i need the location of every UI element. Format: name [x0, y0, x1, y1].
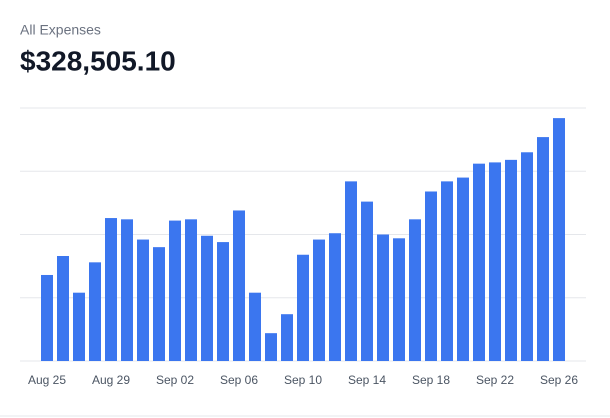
bar [281, 314, 293, 361]
bar [89, 262, 101, 361]
chart-title: All Expenses [20, 22, 101, 38]
bar [249, 292, 261, 361]
total: $328,505.10 [20, 45, 176, 76]
x-tick-label: Sep 22 [476, 373, 514, 387]
x-tick-label: Sep 18 [412, 373, 450, 387]
bar [313, 239, 325, 361]
x-tick-label: Sep 02 [156, 373, 194, 387]
bar [489, 162, 501, 361]
bar [457, 177, 469, 361]
bar [57, 256, 69, 361]
bar [105, 218, 117, 361]
bar [185, 219, 197, 361]
bar [441, 181, 453, 361]
bar [121, 219, 133, 361]
bar [505, 159, 517, 361]
x-tick-label: Sep 14 [348, 373, 386, 387]
bar [409, 219, 421, 361]
bar [521, 152, 533, 361]
x-tick-label: Sep 10 [284, 373, 322, 387]
bar [217, 242, 229, 361]
x-tick-label: Aug 29 [92, 373, 130, 387]
bar [537, 137, 549, 361]
bar [553, 118, 565, 362]
bar [425, 191, 437, 361]
bar [201, 235, 213, 361]
bar [153, 247, 165, 361]
bar [169, 220, 181, 361]
bar [393, 238, 405, 361]
bar [377, 234, 389, 361]
bar [41, 274, 53, 361]
x-tick-label: Sep 26 [540, 373, 578, 387]
bar [361, 201, 373, 361]
bar [265, 333, 277, 361]
bar [329, 233, 341, 361]
bar [345, 181, 357, 361]
bar [233, 210, 245, 361]
bar [473, 163, 485, 361]
bar [73, 292, 85, 361]
bar [137, 239, 149, 361]
bar [297, 254, 309, 361]
x-tick-label: Sep 06 [220, 373, 258, 387]
x-tick-label: Aug 25 [28, 373, 66, 387]
